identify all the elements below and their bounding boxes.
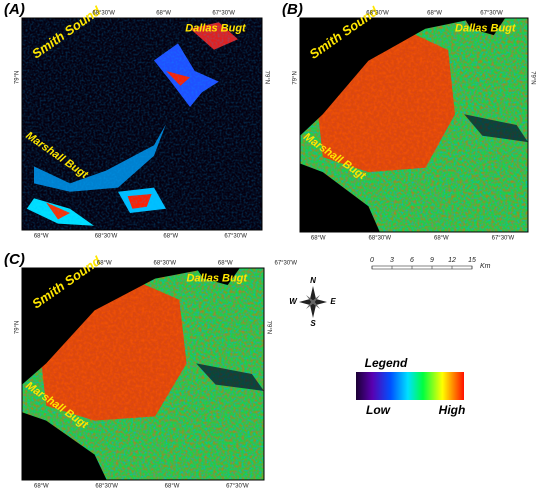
legend-title: Legend <box>365 356 408 370</box>
top-tick-label: 68°W <box>427 11 442 17</box>
bottom-tick-label: 68°W <box>434 236 449 242</box>
compass-w: W <box>289 297 298 306</box>
map-panel <box>21 267 265 481</box>
legend-high: High <box>439 403 466 417</box>
lat-label: 79°N <box>263 71 269 84</box>
top-tick-label: 68°30'W <box>366 11 389 17</box>
top-tick-label: 68°W <box>156 11 171 17</box>
top-tick-label: 68°W <box>218 261 233 267</box>
scale-label: 3 <box>390 257 394 264</box>
water <box>196 268 240 285</box>
scale-label: 0 <box>370 257 374 264</box>
compass-s: S <box>310 319 316 328</box>
lat-label: 79°N <box>15 321 21 334</box>
top-tick-label: 68°30'W <box>92 11 115 17</box>
map-frame <box>21 17 263 231</box>
top-tick-label: 67°30'W <box>212 11 235 17</box>
bottom-tick-label: 68°30'W <box>369 236 392 242</box>
top-tick-label: 67°30'W <box>480 11 503 17</box>
bottom-tick-label: 68°W <box>165 484 180 490</box>
place-name: Dallas Bugt <box>185 23 247 35</box>
bottom-tick-label: 68°W <box>311 236 326 242</box>
bottom-tick-label: 68°W <box>34 234 49 240</box>
water <box>300 163 380 232</box>
scale-label: 6 <box>410 257 414 264</box>
water <box>196 363 264 391</box>
panel-label: (A) <box>4 1 25 18</box>
scale-label: 12 <box>448 257 456 264</box>
compass <box>306 295 320 309</box>
noise <box>22 18 262 230</box>
bottom-tick-label: 67°30'W <box>226 484 249 490</box>
top-tick-label: 67°30'W <box>274 261 297 267</box>
panel-label: (B) <box>282 1 303 18</box>
top-tick-label: 68°30'W <box>153 261 176 267</box>
scale-unit: Km <box>480 263 491 270</box>
water <box>22 268 211 385</box>
map-panel <box>299 17 529 233</box>
scale-label: 15 <box>468 257 476 264</box>
legend-low: Low <box>366 403 391 417</box>
lat-label: 79°N <box>265 321 271 334</box>
lat-label: 79°N <box>293 71 299 84</box>
lat-label: 79°N <box>15 71 21 84</box>
map-frame <box>299 17 529 233</box>
legend-ramp <box>356 372 464 400</box>
scale-bar <box>371 265 473 270</box>
bottom-tick-label: 68°30'W <box>95 234 118 240</box>
bottom-tick-label: 68°W <box>34 484 49 490</box>
water <box>464 114 528 143</box>
bottom-tick-label: 67°30'W <box>492 236 515 242</box>
bottom-tick-label: 68°W <box>163 234 178 240</box>
place-name: Dallas Bugt <box>187 273 249 285</box>
water <box>22 412 107 480</box>
map-frame <box>21 267 265 481</box>
map-panel <box>21 17 263 231</box>
compass-n: N <box>310 276 316 285</box>
lat-label: 79°N <box>529 71 535 84</box>
panel-label: (C) <box>4 251 25 268</box>
bottom-tick-label: 68°30'W <box>95 484 118 490</box>
water <box>300 18 478 136</box>
scale-label: 9 <box>430 257 434 264</box>
place-name: Dallas Bugt <box>455 23 517 35</box>
water <box>464 18 506 36</box>
bottom-tick-label: 67°30'W <box>224 234 247 240</box>
compass-e: E <box>330 297 336 306</box>
top-tick-label: 68°W <box>97 261 112 267</box>
